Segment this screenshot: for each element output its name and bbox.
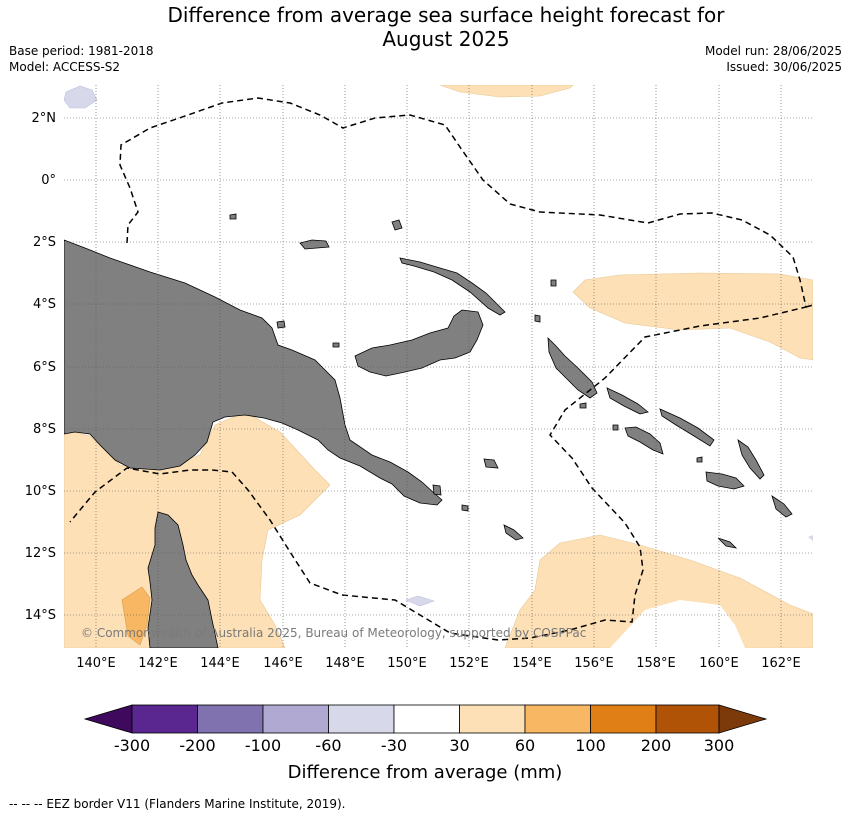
lat-axis-labels: 2°N 0° 2°S 4°S 6°S 8°S 10°S 12°S 14°S xyxy=(25,111,56,623)
anomaly-positive-east xyxy=(572,272,813,361)
land-choiseul xyxy=(606,387,649,415)
anomaly-positive-south-east xyxy=(504,534,813,648)
land-small-island-e xyxy=(550,279,557,287)
land-louisiade xyxy=(503,524,524,541)
land-new-ireland xyxy=(399,257,506,316)
colorbar-segment xyxy=(262,704,329,734)
land-small-island-i xyxy=(229,213,237,220)
land-new-guinea xyxy=(64,239,443,506)
anomaly-negative-coral-sea xyxy=(405,595,435,607)
anomaly-positive-north xyxy=(439,85,574,98)
colorbar-label: Difference from average (mm) xyxy=(287,762,563,783)
colorbar-tick: 200 xyxy=(641,736,672,755)
model-run: Model run: 28/06/2025 xyxy=(704,44,842,58)
land-dentrecasteaux xyxy=(483,458,499,469)
eez-borders xyxy=(69,97,813,641)
model-name: Model: ACCESS-S2 xyxy=(9,60,121,74)
eez-legend: -- -- -- EEZ border V11 (Flanders Marine… xyxy=(9,797,346,811)
meta-left: Base period: 1981-2018 Model: ACCESS-S2 xyxy=(9,43,154,75)
land-bougainville xyxy=(547,336,598,399)
lon-axis-labels: 140°E 142°E 144°E 146°E 148°E 150°E 152°… xyxy=(76,656,801,671)
land-rennell xyxy=(717,537,738,549)
land-small-island-g xyxy=(432,484,442,496)
map-title-line2: August 2025 xyxy=(382,27,510,51)
lat-label: 8°S xyxy=(33,422,56,437)
anomaly-negative-north-west xyxy=(64,85,98,109)
anomaly-fields xyxy=(64,85,813,648)
land-new-britain xyxy=(354,309,484,377)
lon-label: 140°E xyxy=(76,656,116,671)
lon-label: 150°E xyxy=(387,656,427,671)
colorbar-tick: -60 xyxy=(315,736,341,755)
colorbar-tick: 30 xyxy=(449,736,469,755)
colorbar-tick: 100 xyxy=(575,736,606,755)
colorbar-tick: 60 xyxy=(515,736,535,755)
issued-date: Issued: 30/06/2025 xyxy=(726,60,842,74)
lon-label: 142°E xyxy=(138,656,178,671)
map-title-line1: Difference from average sea surface heig… xyxy=(167,3,725,27)
land-guadalcanal xyxy=(705,471,745,490)
lon-label: 160°E xyxy=(699,656,739,671)
colorbar-segment xyxy=(590,704,657,734)
land-small-island-a xyxy=(276,320,286,329)
map-title: Difference from average sea surface heig… xyxy=(0,3,850,51)
land-malaita xyxy=(737,439,765,480)
land-small-island-d xyxy=(696,456,703,463)
lon-label: 162°E xyxy=(761,656,801,671)
lat-label: 0° xyxy=(41,173,56,188)
colorbar-tick: -200 xyxy=(179,736,215,755)
gridlines xyxy=(64,85,813,648)
land-small-island-f xyxy=(332,342,340,348)
colorbar-tick: -300 xyxy=(114,736,150,755)
base-period: Base period: 1981-2018 xyxy=(9,44,154,58)
land-small-island-b xyxy=(579,402,587,409)
colorbar-extend-low xyxy=(83,704,133,734)
colorbar-segment xyxy=(459,704,526,734)
land-small-island-h xyxy=(534,314,541,323)
lat-label: 2°N xyxy=(32,111,57,126)
lat-label: 6°S xyxy=(33,360,56,375)
colorbar-segment xyxy=(131,704,198,734)
colorbar-segment xyxy=(197,704,264,734)
anomaly-moderate-gulf xyxy=(121,586,151,646)
colorbar-segment xyxy=(655,704,720,734)
lat-label: 14°S xyxy=(25,608,56,623)
colorbar: -300 -200 -100 -60 -30 30 60 100 200 300 xyxy=(83,704,768,755)
lon-label: 158°E xyxy=(636,656,676,671)
land-cape-york xyxy=(147,511,219,648)
land-manus xyxy=(391,219,403,231)
colorbar-extend-high xyxy=(718,704,768,734)
lon-label: 146°E xyxy=(263,656,303,671)
land-santa-isabel xyxy=(659,408,715,447)
lon-label: 154°E xyxy=(512,656,552,671)
lon-label: 156°E xyxy=(574,656,614,671)
meta-right: Model run: 28/06/2025 Issued: 30/06/2025 xyxy=(705,43,842,75)
colorbar-tick: -30 xyxy=(381,736,407,755)
colorbar-segment xyxy=(524,704,591,734)
land-small-island-j xyxy=(461,504,469,512)
anomaly-near-zero-pocket xyxy=(610,600,745,648)
lon-label: 152°E xyxy=(449,656,489,671)
colorbar-segment xyxy=(393,704,460,734)
lat-label: 2°S xyxy=(33,235,56,250)
eez-border-solomon-east xyxy=(805,304,813,308)
eez-border-png xyxy=(69,97,807,641)
lat-label: 12°S xyxy=(25,546,56,561)
land-makira xyxy=(771,495,793,518)
lat-label: 4°S xyxy=(33,297,56,312)
copyright-credit: © Commonwealth of Australia 2025, Bureau… xyxy=(81,626,587,640)
lon-label: 144°E xyxy=(200,656,240,671)
colorbar-segment xyxy=(328,704,395,734)
map-area xyxy=(64,85,813,648)
anomaly-negative-east-edge xyxy=(808,535,813,541)
land-masses xyxy=(64,213,793,648)
colorbar-tick: 300 xyxy=(704,736,735,755)
land-new-georgia xyxy=(624,426,664,455)
colorbar-tick: -100 xyxy=(245,736,281,755)
lon-label: 148°E xyxy=(325,656,365,671)
lat-label: 10°S xyxy=(25,484,56,499)
